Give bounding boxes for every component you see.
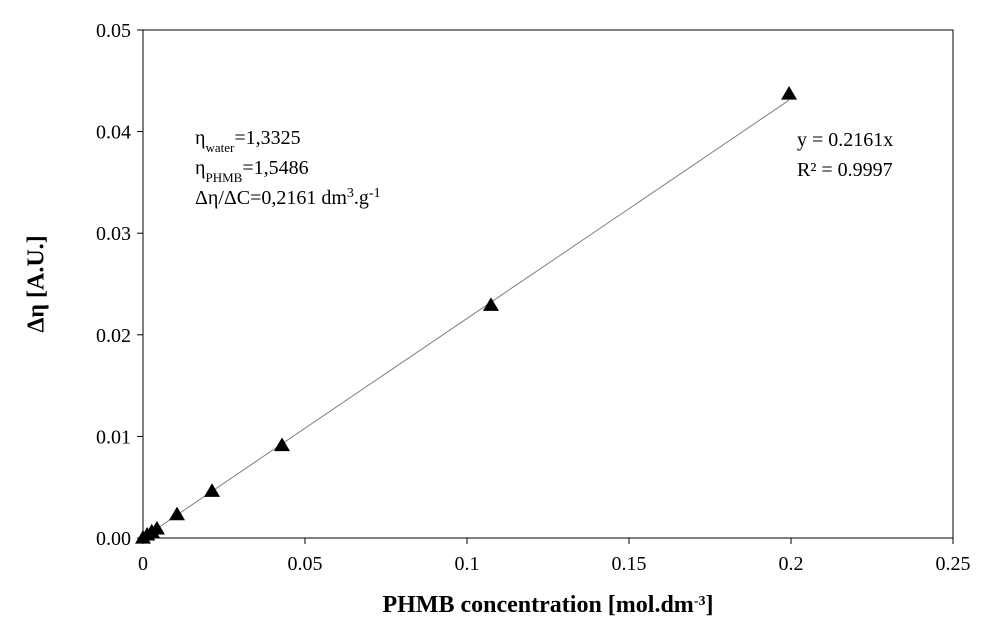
text-part: η: [195, 127, 205, 149]
data-point: [169, 506, 186, 521]
annotation: ηwater=1,3325: [195, 127, 301, 155]
trend-equation: y = 0.2161x: [797, 129, 893, 151]
data-point: [781, 86, 798, 100]
text-part: .g: [354, 187, 369, 209]
text-part: η: [195, 157, 205, 179]
text-part: ]: [705, 592, 713, 618]
y-tick-label: 0.02: [96, 325, 131, 347]
y-axis-title: Δη [A.U.]: [24, 235, 50, 332]
text-part: Δη/ΔC=0,2161 dm: [195, 187, 347, 209]
text-part: PHMB concentration [mol.dm: [383, 592, 694, 618]
y-tick-label: 0.03: [96, 223, 131, 245]
text-part: -1: [369, 186, 381, 201]
text-part: =1,3325: [234, 127, 300, 149]
y-tick-label: 0.00: [96, 528, 131, 550]
x-tick-label: 0.05: [288, 553, 323, 575]
trend-r-squared: R² = 0.9997: [797, 159, 893, 181]
x-tick-label: 0: [138, 553, 148, 575]
text-part: =1,5486: [242, 157, 308, 179]
y-tick-label: 0.04: [96, 122, 131, 144]
x-tick-label: 0.15: [612, 553, 647, 575]
annotation: Δη/ΔC=0,2161 dm3.g-1: [195, 186, 381, 210]
data-point: [273, 437, 290, 452]
annotation: ηPHMB=1,5486: [195, 157, 309, 185]
x-tick-label: 0.25: [936, 553, 971, 575]
x-tick-label: 0.2: [779, 553, 804, 575]
text-part: 3: [347, 186, 354, 201]
text-part: -3: [694, 594, 706, 609]
text-part: PHMB: [205, 170, 242, 185]
x-tick-label: 0.1: [455, 553, 480, 575]
trendline: [142, 99, 790, 539]
data-point: [204, 483, 221, 497]
plot-frame: [142, 29, 954, 539]
data-point: [148, 520, 165, 535]
y-tick-label: 0.05: [96, 20, 131, 42]
y-tick-label: 0.01: [96, 426, 131, 448]
data-point: [482, 297, 499, 311]
text-part: water: [205, 140, 235, 155]
x-axis-title: PHMB concentration [mol.dm-3]: [383, 592, 714, 618]
